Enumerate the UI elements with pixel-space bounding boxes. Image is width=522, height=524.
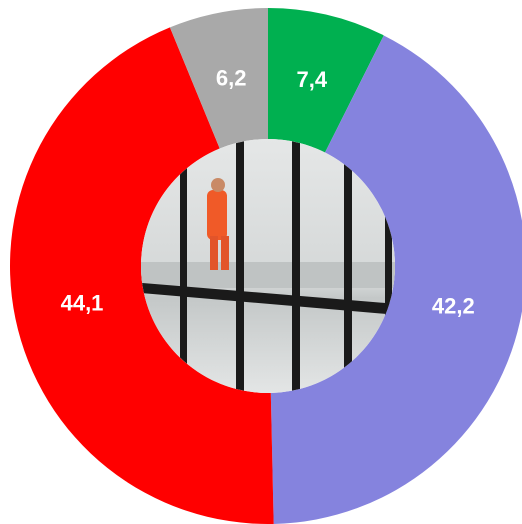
data-label: 6,2 <box>216 65 247 90</box>
slices <box>10 8 522 524</box>
data-label: 7,4 <box>297 67 328 92</box>
slice <box>268 8 384 153</box>
data-label: 42,2 <box>432 294 475 319</box>
center-image <box>141 139 395 393</box>
data-label: 44,1 <box>61 291 104 316</box>
slice <box>169 8 268 149</box>
slice <box>10 27 274 524</box>
slice <box>270 35 522 524</box>
